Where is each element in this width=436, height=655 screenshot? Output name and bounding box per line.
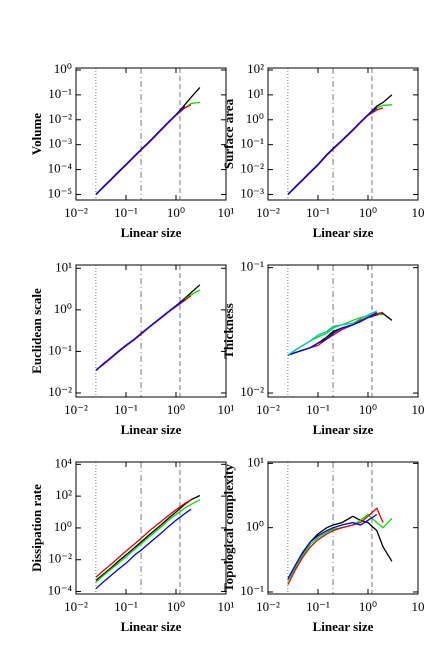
series-line <box>95 494 201 581</box>
x-axis-label: Linear size <box>313 225 374 240</box>
y-tick-label: 10⁻¹ <box>240 136 264 151</box>
plot-frame <box>267 461 419 595</box>
x-tick-label: 10⁻¹ <box>306 599 330 614</box>
y-tick-label: 10¹ <box>55 259 72 274</box>
y-tick-label: 10⁰ <box>246 111 264 126</box>
series-line <box>287 104 392 195</box>
series-line <box>287 507 384 585</box>
y-tick-label: 10⁰ <box>54 519 72 534</box>
x-tick-label: 10⁰ <box>359 599 377 614</box>
x-axis-label: Linear size <box>121 619 182 634</box>
x-axis-label: Linear size <box>313 422 374 437</box>
y-tick-label: 10¹ <box>247 86 264 101</box>
series-line <box>287 311 378 356</box>
plot-frame <box>75 461 227 595</box>
x-tick-label: 10 <box>412 599 425 614</box>
y-tick-label: 10⁻¹ <box>240 583 264 598</box>
y-axis-label: Euclidean scale <box>29 288 44 374</box>
x-tick-label: 10⁻² <box>256 599 280 614</box>
y-tick-label: 10¹ <box>247 454 264 469</box>
series-line <box>95 105 186 195</box>
series-line <box>95 499 201 583</box>
y-tick-label: 10⁻³ <box>240 185 264 200</box>
y-tick-label: 10² <box>55 487 72 502</box>
y-tick-label: 10⁻² <box>240 384 264 399</box>
x-tick-label: 10⁻¹ <box>306 205 330 220</box>
x-tick-label: 10¹ <box>218 205 235 220</box>
y-axis-label: Volume <box>29 113 44 155</box>
y-tick-label: 10⁰ <box>246 519 264 534</box>
series-line <box>287 107 384 195</box>
x-tick-label: 10⁻¹ <box>114 599 138 614</box>
series-line <box>287 515 393 581</box>
series-line <box>95 101 200 195</box>
y-tick-label: 10⁴ <box>54 455 72 470</box>
x-tick-label: 10⁻² <box>256 402 280 417</box>
x-tick-label: 10 <box>412 402 425 417</box>
y-axis-label: Topological complexity <box>221 464 236 592</box>
series-line <box>287 107 378 195</box>
y-tick-label: 10⁻¹ <box>240 259 264 274</box>
plot-frame <box>75 67 227 201</box>
x-tick-label: 10 <box>412 205 425 220</box>
y-tick-label: 10⁻² <box>48 111 72 126</box>
x-tick-label: 10⁻² <box>64 205 88 220</box>
y-axis-label: Surface area <box>221 98 236 169</box>
y-axis-label: Dissipation rate <box>29 484 44 572</box>
y-tick-label: 10⁻¹ <box>48 342 72 357</box>
x-tick-label: 10⁻² <box>64 599 88 614</box>
y-tick-label: 10⁻⁴ <box>48 161 73 176</box>
x-tick-label: 10⁰ <box>359 402 377 417</box>
series-line <box>287 312 393 356</box>
y-tick-label: 10⁰ <box>54 301 72 316</box>
series-line <box>287 513 393 581</box>
series-line <box>287 312 384 356</box>
y-tick-label: 10⁻² <box>48 551 72 566</box>
x-tick-label: 10⁻¹ <box>306 402 330 417</box>
y-tick-label: 10⁻¹ <box>48 86 72 101</box>
plot-frame <box>267 67 419 201</box>
series-line <box>287 513 378 580</box>
y-tick-label: 10² <box>247 61 264 76</box>
series-line <box>95 499 192 578</box>
x-tick-label: 10⁰ <box>167 205 185 220</box>
x-axis-label: Linear size <box>121 225 182 240</box>
x-tick-label: 10¹ <box>218 402 235 417</box>
y-axis-label: Thickness <box>221 303 236 359</box>
y-tick-label: 10⁻⁵ <box>48 185 72 200</box>
x-tick-label: 10⁻¹ <box>114 402 138 417</box>
series-line <box>95 508 192 590</box>
series-line <box>95 298 186 371</box>
plot-frame <box>75 264 227 398</box>
x-axis-label: Linear size <box>121 422 182 437</box>
x-tick-label: 10¹ <box>218 599 235 614</box>
x-axis-label: Linear size <box>313 619 374 634</box>
series-line <box>287 311 384 356</box>
x-tick-label: 10⁻² <box>64 402 88 417</box>
y-tick-label: 10⁻⁴ <box>48 583 73 598</box>
y-tick-label: 10⁻² <box>240 161 264 176</box>
y-tick-label: 10⁻³ <box>48 136 72 151</box>
y-tick-label: 10⁰ <box>54 61 72 76</box>
x-tick-label: 10⁻² <box>256 205 280 220</box>
y-tick-label: 10⁻² <box>48 384 72 399</box>
series-line <box>287 310 378 356</box>
x-tick-label: 10⁰ <box>167 402 185 417</box>
plot-frame <box>267 264 419 398</box>
x-tick-label: 10⁰ <box>167 599 185 614</box>
x-tick-label: 10⁰ <box>359 205 377 220</box>
x-tick-label: 10⁻¹ <box>114 205 138 220</box>
